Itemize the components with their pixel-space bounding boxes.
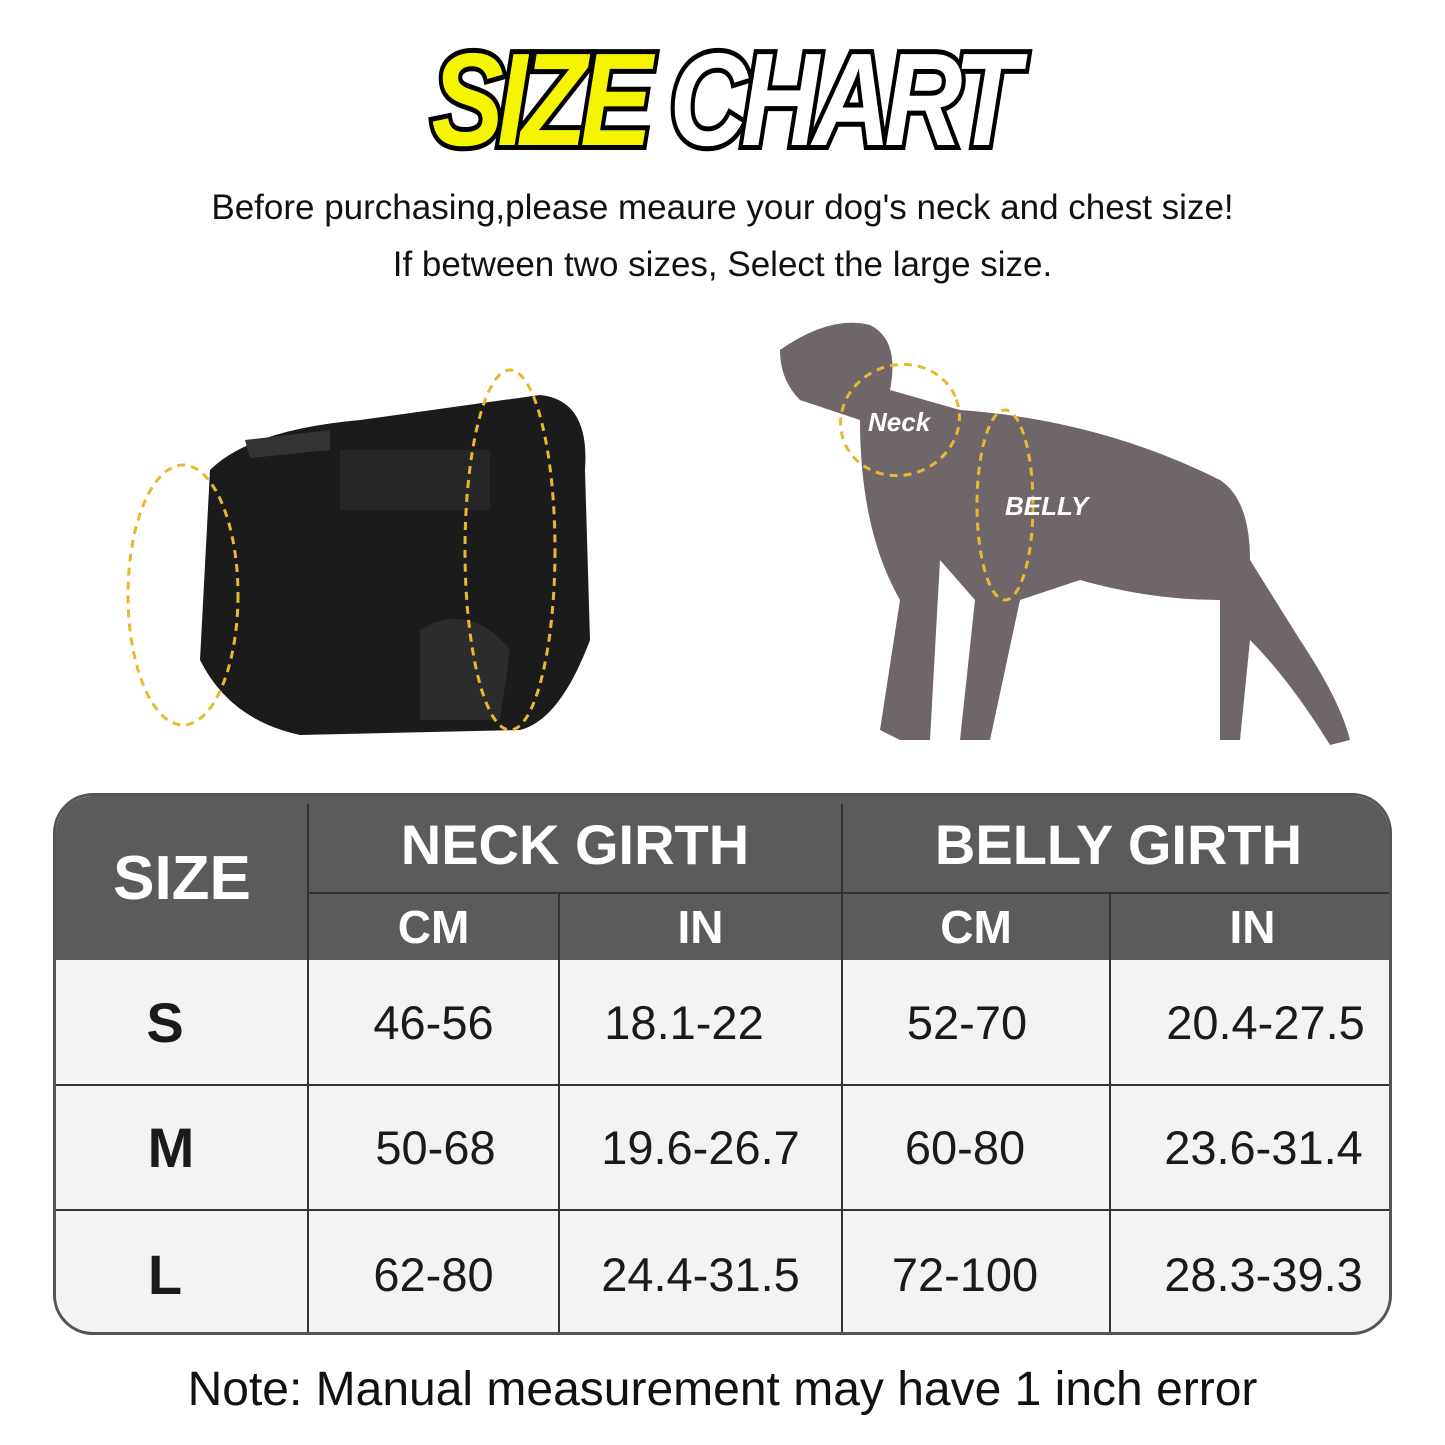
value-cell: 60-80 — [904, 1121, 1026, 1174]
divider — [308, 892, 1389, 894]
value-cell: 19.6-26.7 — [601, 1121, 800, 1174]
header-belly-girth: BELLY GIRTH — [842, 796, 1389, 893]
header-size: SIZE — [56, 796, 308, 960]
title-size: SIZE — [427, 25, 656, 175]
value-cell: 72-100 — [891, 1247, 1039, 1301]
size-cell: S — [146, 991, 184, 1054]
illustration: Neck BELLY — [126, 322, 1350, 745]
note-text: Note: Manual measurement may have 1 inch… — [187, 1363, 1258, 1416]
value-cell: 62-80 — [373, 1247, 494, 1301]
divider — [1109, 893, 1111, 1332]
value-cell: 50-68 — [375, 1121, 496, 1174]
harness-image — [126, 368, 590, 735]
header-neck-in: IN — [559, 893, 842, 960]
value-cell: 24.4-31.5 — [601, 1247, 800, 1301]
header-neck-cm: CM — [308, 893, 559, 960]
size-table: SIZE NECK GIRTH BELLY GIRTH CM IN CM IN … — [53, 793, 1392, 1335]
value-cell: 20.4-27.5 — [1166, 996, 1365, 1049]
divider — [841, 804, 843, 1332]
page-title: SIZE CHART — [130, 25, 1315, 175]
value-cell: 46-56 — [373, 996, 494, 1049]
subtitle-line1: Before purchasing,please meaure your dog… — [211, 188, 1234, 227]
divider — [56, 1084, 1389, 1086]
neck-label: Neck — [868, 407, 932, 437]
subtitle-line2: If between two sizes, Select the large s… — [392, 245, 1053, 284]
divider — [558, 893, 560, 1332]
header-belly-cm: CM — [842, 893, 1110, 960]
title-chart: CHART — [665, 25, 1024, 175]
size-cell: M — [147, 1116, 195, 1179]
header-neck-girth: NECK GIRTH — [308, 796, 842, 893]
value-cell: 18.1-22 — [604, 996, 764, 1049]
belly-label: BELLY — [1005, 491, 1091, 521]
divider — [307, 804, 309, 1332]
header-belly-in: IN — [1110, 893, 1389, 960]
size-cell: L — [147, 1242, 183, 1306]
value-cell: 23.6-31.4 — [1164, 1121, 1363, 1174]
value-cell: 52-70 — [906, 996, 1028, 1049]
dog-image — [780, 322, 1350, 745]
value-cell: 28.3-39.3 — [1164, 1247, 1363, 1301]
divider — [56, 1209, 1389, 1211]
